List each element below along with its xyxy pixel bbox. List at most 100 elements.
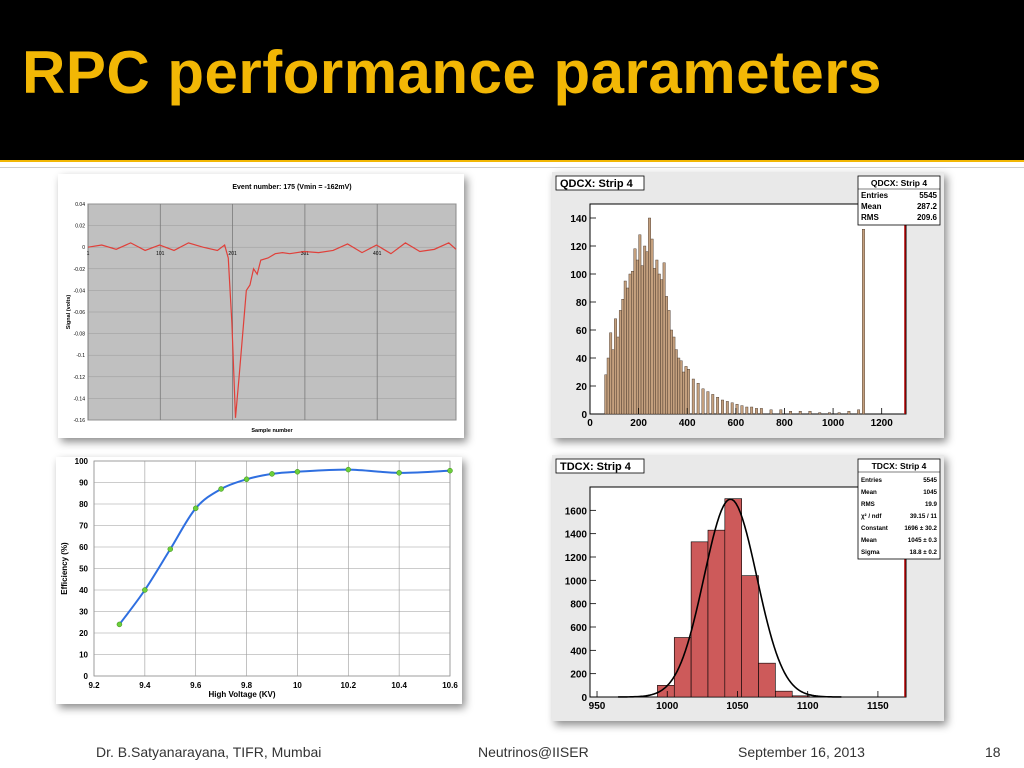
stats-value: 5545 <box>923 477 937 484</box>
x-tick-label: 1100 <box>797 701 819 712</box>
histogram-bar <box>672 336 676 415</box>
data-point <box>396 470 402 476</box>
histogram-bar <box>679 360 683 415</box>
data-point <box>243 476 250 483</box>
x-axis-label: High Voltage (KV) <box>209 690 276 699</box>
slide-title: RPC performance parameters <box>22 39 883 106</box>
histogram-bar <box>652 268 656 415</box>
y-tick-label: 20 <box>79 629 88 638</box>
y-tick-label: 100 <box>570 270 587 281</box>
title-rule-thin <box>0 167 1024 168</box>
histogram-bar <box>635 259 639 415</box>
chart-title: Event number: 175 (Vmin = -162mV) <box>232 184 351 191</box>
title-bar: RPC performance parameters <box>0 0 1024 160</box>
stats-title: QDCX: Strip 4 <box>871 178 927 188</box>
y-tick-label: 20 <box>576 382 588 393</box>
stats-label: Sigma <box>861 549 880 556</box>
title-box <box>555 458 645 474</box>
histogram-bar <box>721 399 724 415</box>
qdc-histogram-panel: QDCX: Strip 4 0 20 40 60 80 100 120 140 0 200 400 60… <box>552 172 944 438</box>
data-point <box>192 505 199 512</box>
histogram-bar <box>650 238 654 415</box>
y-tick-label: 10 <box>79 651 88 660</box>
x-tick-label: 9.4 <box>139 681 151 690</box>
y-tick-label: -0.04 <box>74 288 86 294</box>
histogram-bar <box>755 408 758 415</box>
qdc-histogram-chart: QDCX: Strip 4 0 20 40 60 80 100 120 140 0 200 400 60… <box>552 172 944 438</box>
histogram-bar <box>696 382 700 415</box>
x-tick-label: 10.4 <box>391 681 407 690</box>
y-tick-label: 90 <box>79 479 88 488</box>
histogram-bar <box>730 402 734 415</box>
histogram-bar <box>740 405 744 415</box>
histogram-bar <box>857 409 861 415</box>
histogram-bar <box>711 394 715 415</box>
y-tick-label: 600 <box>570 623 587 634</box>
y-tick-label: 1000 <box>565 576 588 587</box>
stats-value: 1045 <box>923 489 937 496</box>
y-tick-label: 140 <box>570 214 587 225</box>
x-tick-label: 1000 <box>656 701 679 712</box>
histogram-bar <box>706 391 710 415</box>
y-tick-label: -0.12 <box>74 375 86 381</box>
y-tick-label: 0 <box>581 410 587 421</box>
histogram-bar <box>687 368 690 415</box>
histogram-bar <box>862 229 865 415</box>
histogram-bar <box>758 662 776 698</box>
signal-series-line <box>87 242 457 418</box>
x-tick-label: 1 <box>87 251 90 257</box>
y-tick-label: 60 <box>576 326 588 337</box>
data-point <box>116 621 123 628</box>
histogram-bar <box>837 412 841 415</box>
y-tick-label: -0.02 <box>74 267 86 273</box>
histogram-bar <box>798 410 802 415</box>
x-tick-label: 1050 <box>726 701 749 712</box>
y-tick-label: 1600 <box>565 506 588 517</box>
histogram-bar <box>655 259 659 415</box>
x-tick-label: 9.6 <box>190 681 202 690</box>
histogram-bar <box>741 575 759 698</box>
histogram-bar <box>674 349 678 415</box>
x-tick-label: 10.2 <box>340 681 356 690</box>
stats-value: 209.6 <box>917 213 938 222</box>
x-tick-label: 1000 <box>822 418 845 429</box>
stats-label: Mean <box>861 489 877 496</box>
histogram-bar <box>611 349 615 415</box>
histogram-bar <box>609 332 613 415</box>
y-axis-label: Signal (volts) <box>66 295 72 330</box>
y-tick-label: -0.14 <box>74 396 86 402</box>
data-point <box>142 587 148 593</box>
histogram-bar <box>640 265 644 415</box>
x-tick-label: 1200 <box>871 418 894 429</box>
histogram-bar <box>682 371 686 415</box>
y-tick-label: -0.16 <box>74 418 86 424</box>
histogram-bar <box>606 357 610 415</box>
chart-title: QDCX: Strip 4 <box>560 178 634 190</box>
stats-label: Mean <box>861 202 882 211</box>
histogram-bar <box>643 245 647 415</box>
histogram-bar <box>673 637 692 698</box>
efficiency-chart: 0 10 20 30 40 50 60 70 80 90 100 9.2 9.4 9.6 9.8 10 10.2… <box>60 457 458 699</box>
x-tick-label: 950 <box>589 701 606 712</box>
histogram-bar <box>808 410 812 415</box>
x-tick-label: 1150 <box>867 701 889 712</box>
histogram-bar <box>618 310 622 415</box>
histogram-bar <box>716 396 720 415</box>
histogram-bar <box>660 279 664 415</box>
histogram-bar <box>759 408 763 415</box>
histogram-bar <box>657 273 661 415</box>
title-box <box>555 175 645 191</box>
histogram-bar <box>631 270 634 415</box>
stats-value: 287.2 <box>917 202 938 211</box>
histogram-bar <box>701 388 705 415</box>
stats-label: RMS <box>861 213 879 222</box>
histogram-bar <box>769 409 773 415</box>
histogram-bar <box>828 412 831 415</box>
x-tick-label: 301 <box>301 251 310 257</box>
x-tick-label: 9.2 <box>88 681 100 690</box>
stats-box <box>857 458 941 560</box>
stats-label: Constant <box>861 525 888 532</box>
y-tick-label: 120 <box>570 242 587 253</box>
x-tick-label: 101 <box>156 251 165 257</box>
stats-value: 1696 ± 30.2 <box>904 525 937 532</box>
